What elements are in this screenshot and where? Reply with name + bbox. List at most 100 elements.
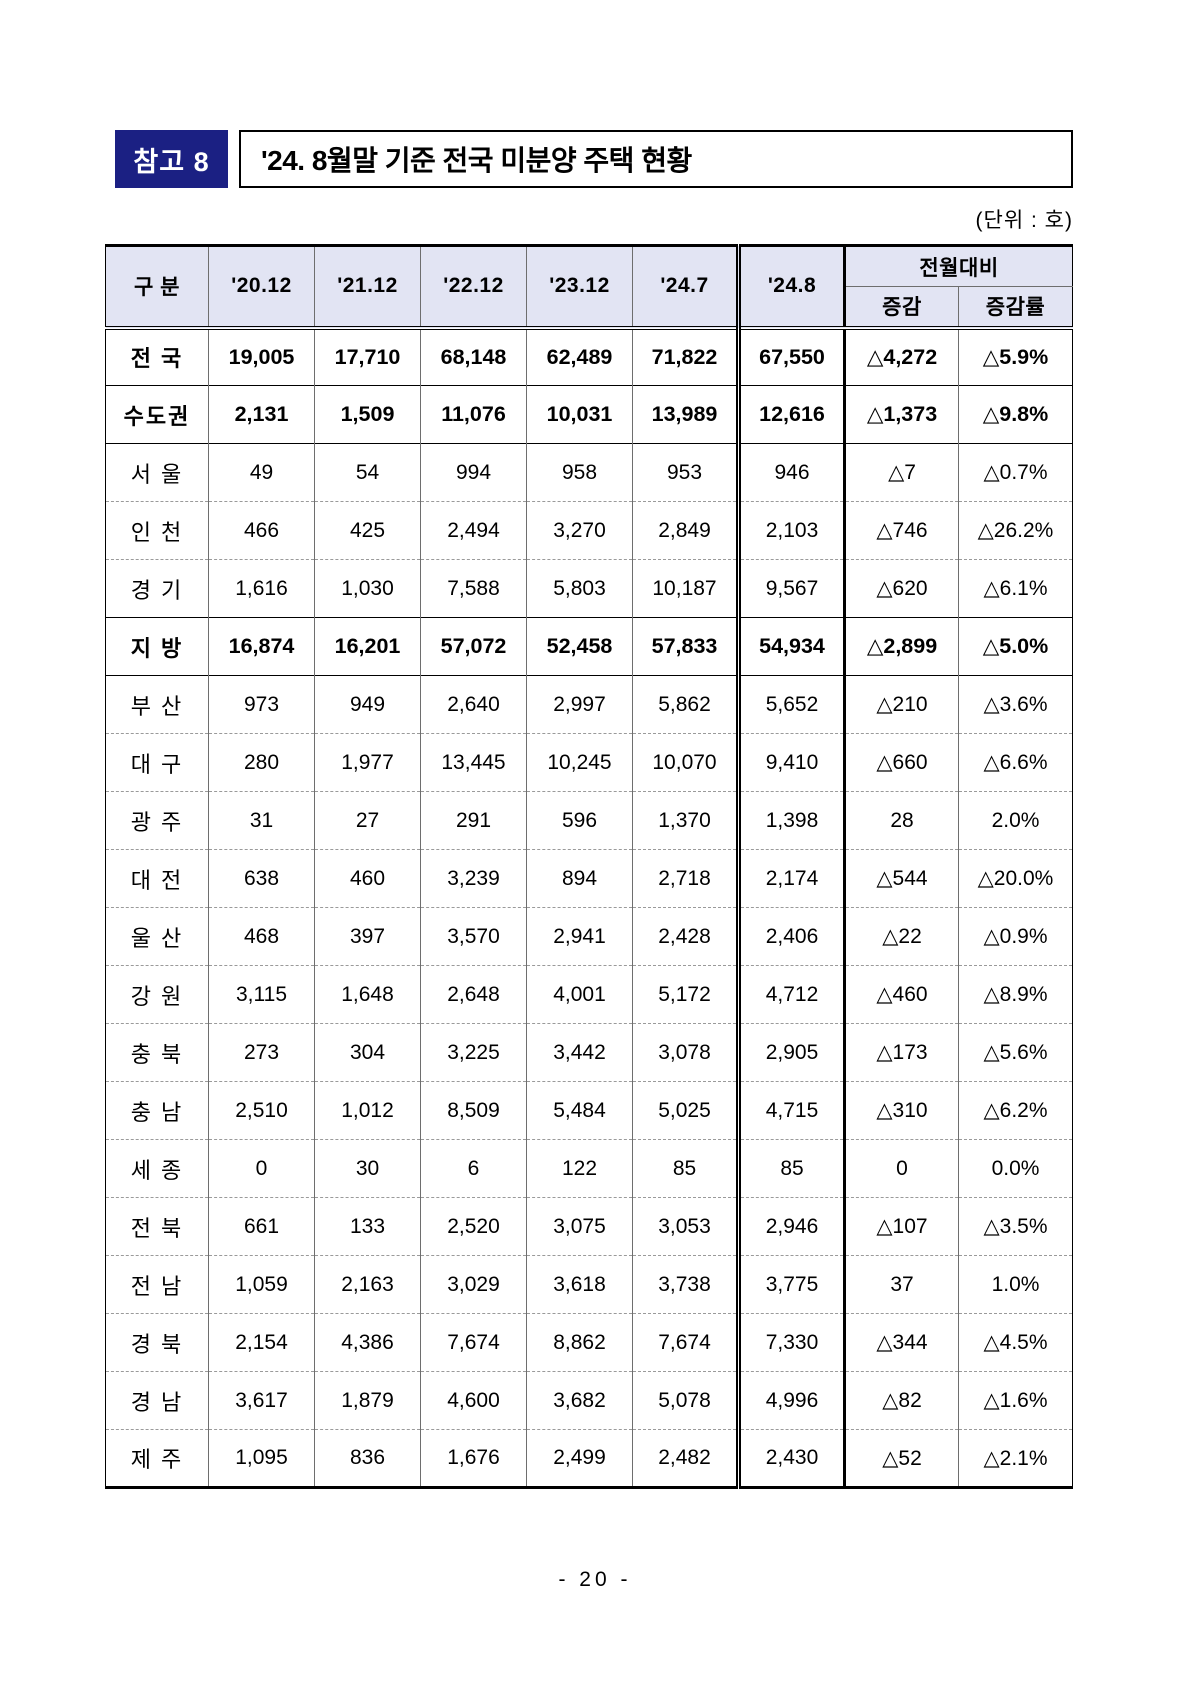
unit-label: (단위 : 호) (975, 209, 1073, 232)
table-cell: 7,588 (420, 559, 527, 618)
table-row: 울 산 468 397 3,570 2,941 2,428 2,406 △22 △0.9% (105, 907, 1073, 966)
table-cell: 304 (314, 1023, 421, 1082)
table-cell: 1,977 (314, 733, 421, 792)
table-cell: 16,874 (208, 617, 315, 676)
column-header-region: 구 분 (105, 245, 209, 328)
table-cell: △82 (843, 1371, 959, 1430)
table-cell: 3,570 (420, 907, 527, 966)
table-cell: △9.8% (958, 385, 1073, 444)
table-cell: △344 (843, 1313, 959, 1372)
table-cell: 5,652 (736, 675, 845, 734)
table-cell: 5,025 (632, 1081, 739, 1140)
column-header-year: '23.12 (526, 245, 633, 328)
table-cell: 7,674 (632, 1313, 739, 1372)
row-label: 제 주 (105, 1429, 209, 1488)
table-cell: △2,899 (843, 617, 959, 676)
table-cell: 2.0% (958, 791, 1073, 850)
table-cell: 949 (314, 675, 421, 734)
table-cell: 54,934 (736, 617, 845, 676)
table-cell: 1,370 (632, 791, 739, 850)
table-row: 인 천 466 425 2,494 3,270 2,849 2,103 △746 △26.2% (105, 501, 1073, 560)
table-cell: 9,567 (736, 559, 845, 618)
table-cell: 2,520 (420, 1197, 527, 1256)
table-cell: 3,617 (208, 1371, 315, 1430)
table-cell: 5,862 (632, 675, 739, 734)
table-cell: 2,499 (526, 1429, 633, 1488)
table-cell: 3,682 (526, 1371, 633, 1430)
table-cell: 894 (526, 849, 633, 908)
table-cell: 10,187 (632, 559, 739, 618)
page-title: '24. 8월말 기준 전국 미분양 주택 현황 (239, 130, 1073, 188)
table-cell: 49 (208, 443, 315, 502)
table-cell: 5,484 (526, 1081, 633, 1140)
row-label: 충 북 (105, 1023, 209, 1082)
table-cell: 13,989 (632, 385, 739, 444)
table-row: 전 남 1,059 2,163 3,029 3,618 3,738 3,775 37 1.0% (105, 1255, 1073, 1314)
table-cell: 57,072 (420, 617, 527, 676)
row-label: 수도권 (105, 385, 209, 444)
table-cell: 2,406 (736, 907, 845, 966)
table-cell: 3,115 (208, 965, 315, 1024)
table-cell: 31 (208, 791, 315, 850)
table-cell: 0 (208, 1139, 315, 1198)
table-cell: 2,494 (420, 501, 527, 560)
table-cell: 85 (736, 1139, 845, 1198)
table-cell: 994 (420, 443, 527, 502)
table-cell: 466 (208, 501, 315, 560)
row-label: 경 남 (105, 1371, 209, 1430)
table-cell: 2,428 (632, 907, 739, 966)
table-cell: △0.7% (958, 443, 1073, 502)
table-cell: 4,001 (526, 965, 633, 1024)
table-cell: 71,822 (632, 325, 739, 386)
table-cell: △310 (843, 1081, 959, 1140)
table-cell: 3,239 (420, 849, 527, 908)
table-cell: 54 (314, 443, 421, 502)
row-label: 부 산 (105, 675, 209, 734)
table-cell: 2,849 (632, 501, 739, 560)
row-label: 전 북 (105, 1197, 209, 1256)
row-label: 충 남 (105, 1081, 209, 1140)
table-cell: 13,445 (420, 733, 527, 792)
table-row: 전 국 19,005 17,710 68,148 62,489 71,822 67,550 △… (105, 325, 1073, 386)
table-cell: △5.6% (958, 1023, 1073, 1082)
table-cell: 3,075 (526, 1197, 633, 1256)
table-cell: 291 (420, 791, 527, 850)
table-cell: 3,442 (526, 1023, 633, 1082)
table-cell: 2,905 (736, 1023, 845, 1082)
row-label: 지 방 (105, 617, 209, 676)
table-cell: 425 (314, 501, 421, 560)
table-cell: 2,163 (314, 1255, 421, 1314)
table-cell: 280 (208, 733, 315, 792)
table-cell: 10,070 (632, 733, 739, 792)
table-row: 경 북 2,154 4,386 7,674 8,862 7,674 7,330 △344 △4.… (105, 1313, 1073, 1372)
table-row: 세 종 0 30 6 122 85 85 0 0.0% (105, 1139, 1073, 1198)
table-cell: 397 (314, 907, 421, 966)
table-cell: 273 (208, 1023, 315, 1082)
table-cell: 973 (208, 675, 315, 734)
table-cell: 3,618 (526, 1255, 633, 1314)
table-cell: △6.6% (958, 733, 1073, 792)
table-cell: 28 (843, 791, 959, 850)
row-label: 광 주 (105, 791, 209, 850)
row-label: 전 남 (105, 1255, 209, 1314)
table-cell: 16,201 (314, 617, 421, 676)
table-cell: 4,386 (314, 1313, 421, 1372)
table-row: 광 주 31 27 291 596 1,370 1,398 28 2.0% (105, 791, 1073, 850)
table-cell: 9,410 (736, 733, 845, 792)
table-row: 경 기 1,616 1,030 7,588 5,803 10,187 9,567 △620 △6… (105, 559, 1073, 618)
table-cell: △1,373 (843, 385, 959, 444)
table-cell: △8.9% (958, 965, 1073, 1024)
table-cell: △210 (843, 675, 959, 734)
table-cell: △3.5% (958, 1197, 1073, 1256)
table-cell: 1,398 (736, 791, 845, 850)
table-cell: 638 (208, 849, 315, 908)
table-cell: △26.2% (958, 501, 1073, 560)
table-cell: 10,245 (526, 733, 633, 792)
row-label: 울 산 (105, 907, 209, 966)
table-cell: 17,710 (314, 325, 421, 386)
table-cell: 62,489 (526, 325, 633, 386)
table-cell: 1,676 (420, 1429, 527, 1488)
table-cell: 57,833 (632, 617, 739, 676)
table-cell: △20.0% (958, 849, 1073, 908)
table-cell: 2,946 (736, 1197, 845, 1256)
